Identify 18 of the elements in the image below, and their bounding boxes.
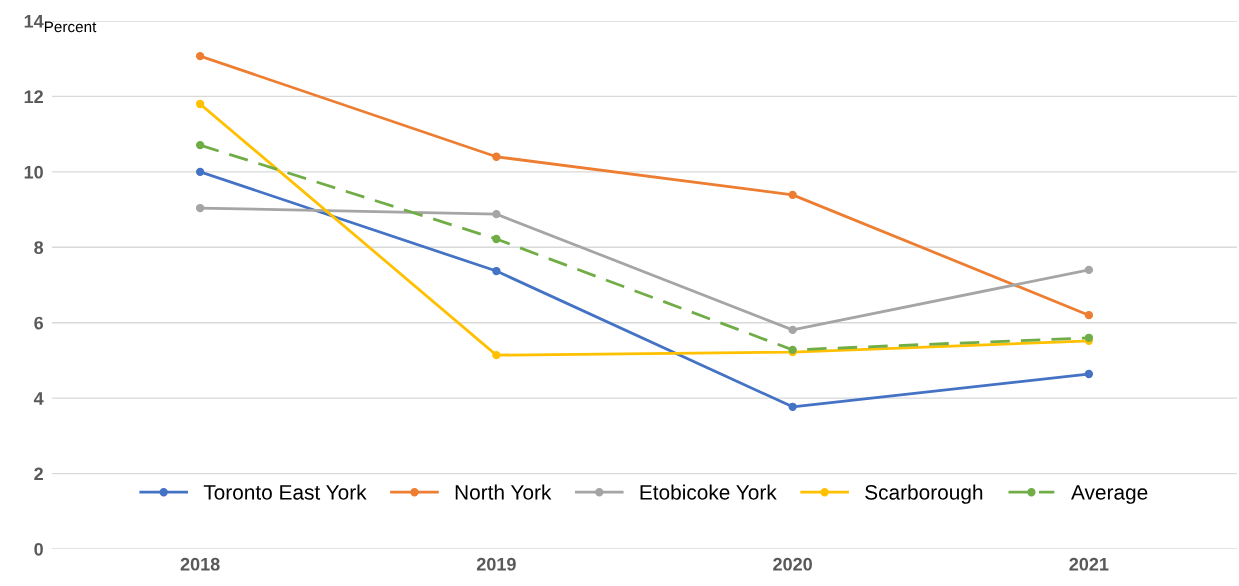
y-tick-label: 12 (24, 90, 43, 103)
legend-label: North York (455, 484, 552, 500)
x-tick-label: 2018 (180, 557, 220, 571)
y-tick-label: 14 (24, 15, 44, 28)
x-tick-label: 2019 (476, 557, 516, 571)
y-tick-label: 0 (34, 542, 43, 556)
y-axis-title: Percent (44, 21, 97, 33)
y-tick-label: 4 (33, 392, 44, 405)
legend-label: Average (1071, 485, 1148, 504)
legend-label: Toronto East York (203, 484, 367, 500)
y-tick-label: 8 (34, 241, 44, 255)
x-tick-label: 2021 (1069, 557, 1109, 571)
x-tick-label: 2020 (773, 557, 812, 571)
legend-label: Scarborough (865, 484, 983, 504)
y-tick-label: 6 (34, 316, 44, 330)
legend-label: Etobicoke York (640, 484, 777, 500)
y-tick-label: 10 (24, 165, 43, 179)
y-tick-label: 2 (34, 467, 43, 481)
